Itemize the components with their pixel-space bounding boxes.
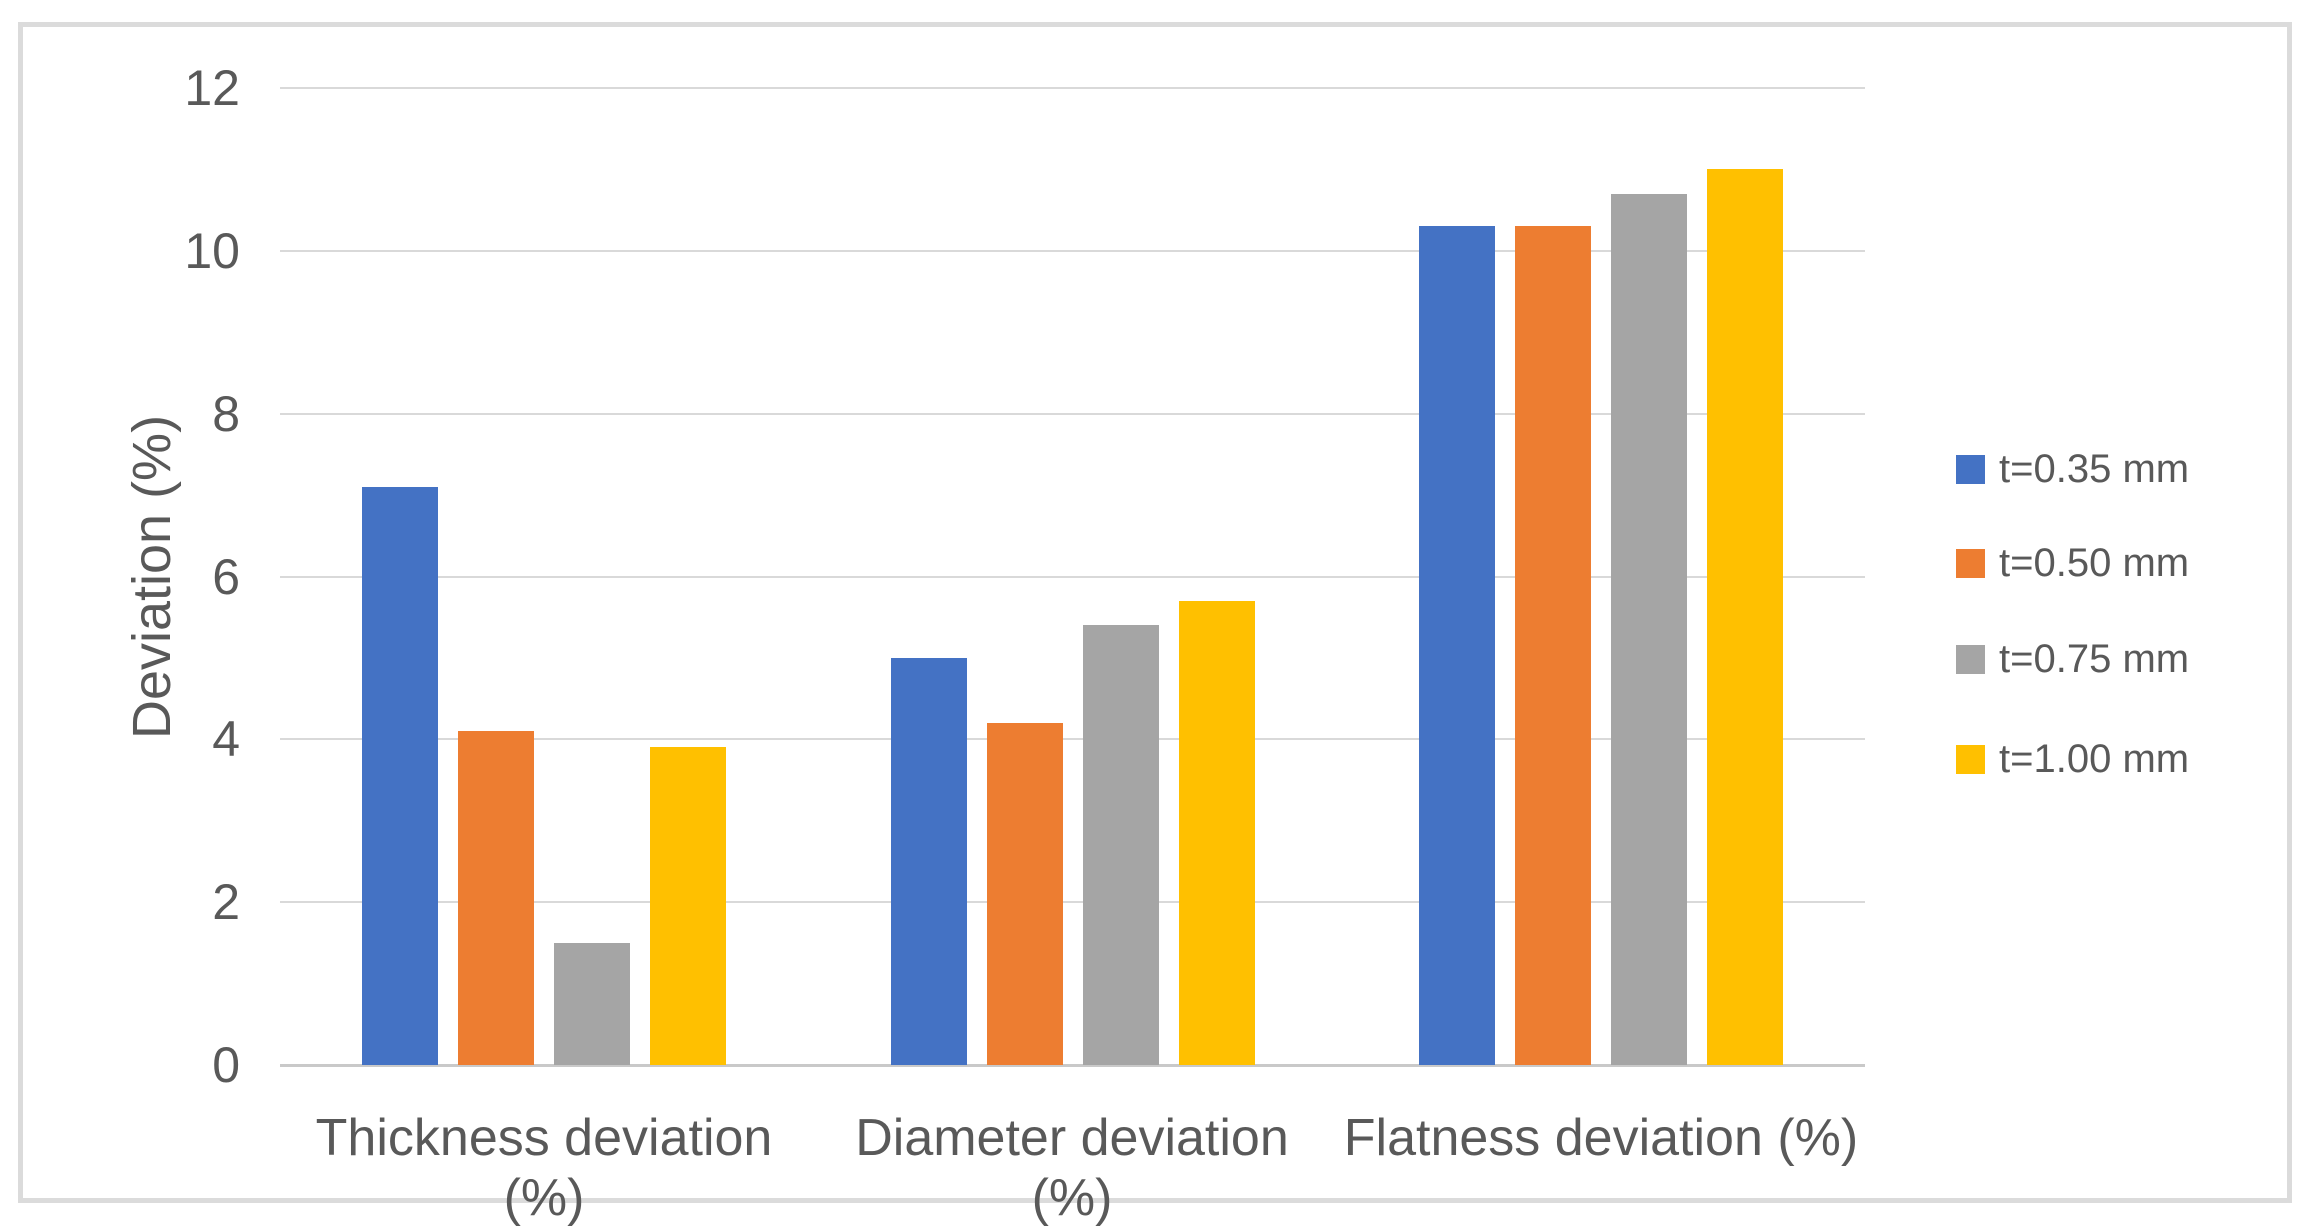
plot-area bbox=[280, 87, 1865, 1067]
y-tick-label: 12 bbox=[184, 60, 240, 116]
gridline bbox=[280, 87, 1865, 89]
legend-item: t=0.35 mm bbox=[1956, 439, 2189, 499]
legend-label: t=1.00 mm bbox=[1999, 736, 2190, 781]
legend-item: t=0.75 mm bbox=[1956, 629, 2189, 689]
legend-item: t=1.00 mm bbox=[1956, 729, 2189, 789]
legend-swatch-icon bbox=[1956, 644, 1985, 674]
y-axis-title: Deviation (%) bbox=[122, 414, 182, 740]
bar bbox=[554, 943, 630, 1065]
gridline bbox=[280, 901, 1865, 903]
gridline bbox=[280, 413, 1865, 415]
bar bbox=[891, 658, 967, 1065]
legend-item: t=0.50 mm bbox=[1956, 533, 2189, 593]
bar bbox=[987, 723, 1063, 1065]
gridline bbox=[280, 738, 1865, 740]
y-tick-label: 4 bbox=[212, 711, 240, 767]
bar bbox=[1515, 226, 1591, 1065]
bar bbox=[1611, 194, 1687, 1065]
bar bbox=[1419, 226, 1495, 1065]
y-tick-label: 2 bbox=[212, 874, 240, 930]
y-tick-label: 0 bbox=[212, 1037, 240, 1093]
legend-label: t=0.35 mm bbox=[1999, 446, 2190, 491]
x-axis-line bbox=[280, 1064, 1865, 1067]
x-category-label: Thickness deviation (%) bbox=[315, 1109, 773, 1227]
bar bbox=[1179, 601, 1255, 1065]
bar bbox=[1083, 625, 1159, 1065]
x-category-label: Diameter deviation (%) bbox=[855, 1109, 1289, 1227]
bar bbox=[362, 487, 438, 1065]
legend-label: t=0.50 mm bbox=[1999, 540, 2190, 585]
gridline bbox=[280, 250, 1865, 252]
legend-swatch-icon bbox=[1956, 744, 1985, 774]
y-tick-label: 6 bbox=[212, 549, 240, 605]
gridline bbox=[280, 576, 1865, 578]
legend-swatch-icon bbox=[1956, 548, 1985, 578]
bar bbox=[1707, 169, 1783, 1065]
x-category-label: Flatness deviation (%) bbox=[1343, 1109, 1859, 1167]
legend-label: t=0.75 mm bbox=[1999, 636, 2190, 681]
y-tick-label: 10 bbox=[184, 223, 240, 279]
y-tick-label: 8 bbox=[212, 386, 240, 442]
legend-swatch-icon bbox=[1956, 454, 1985, 484]
bar bbox=[650, 747, 726, 1065]
bar bbox=[458, 731, 534, 1065]
